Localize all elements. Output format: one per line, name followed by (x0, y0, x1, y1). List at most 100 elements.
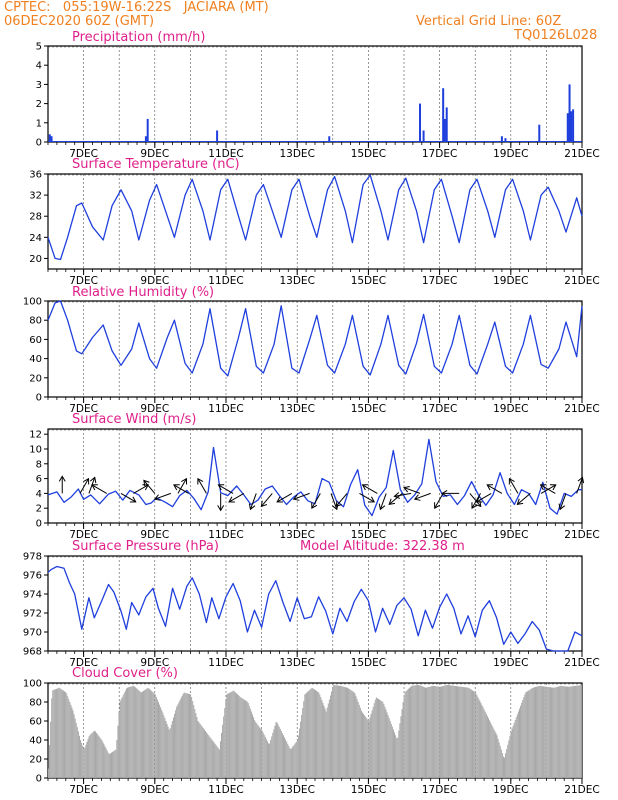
cloud-cover-bar (537, 686, 539, 778)
cloud-cover-bar (483, 709, 485, 778)
cloud-cover-bar (430, 686, 432, 778)
cloud-cover-bar (85, 744, 87, 778)
cloud-cover-bar (187, 693, 189, 778)
cloud-cover-bar (158, 702, 160, 778)
cloud-cover-bar (241, 697, 243, 778)
cloud-cover-bar (549, 687, 551, 778)
cloud-cover-bar (266, 741, 268, 778)
precipitation-ytick-label: 0 (36, 138, 42, 149)
cloud-cover-bar (179, 700, 181, 778)
cloud-cover-bar (66, 693, 68, 778)
cloud-cover-bar (78, 735, 80, 778)
wind-arrow (359, 492, 375, 503)
cloud-cover-bar (96, 732, 98, 778)
cloud-cover-bar (486, 716, 488, 778)
cloud-cover-bar (309, 689, 311, 778)
cloud-cover-bar (231, 691, 233, 778)
cloud-cover-bar (139, 691, 141, 778)
cloud-cover-bar (53, 689, 55, 778)
wind-arrowhead (173, 484, 180, 491)
wind-arrowhead (248, 503, 256, 511)
cloud-cover-bar (296, 740, 298, 778)
cloud-cover-bar (400, 716, 402, 778)
temperature-panel: 20 24 28 32 36 7DEC 9DEC 11DEC 13DEC 15DEC 17DEC 19… (29, 157, 599, 287)
cloud-cover-bar (276, 722, 278, 778)
cloud-cover-bar (320, 697, 322, 778)
cloud-cover-bar (577, 685, 579, 778)
precipitation-bar (144, 136, 147, 142)
cloud-cover-bar (162, 712, 164, 778)
cloud-cover-bar (420, 685, 422, 778)
cloud-cover-bar (567, 686, 569, 778)
wind-arrow (379, 493, 387, 510)
cloud-cover-bar (275, 722, 277, 778)
wind-arrowhead (83, 477, 90, 485)
cloud-cover-bar (250, 711, 252, 778)
wind-xtick-label: 7DEC (69, 529, 98, 541)
cloud-cover-bar (443, 685, 445, 778)
cloud-cover-bar (535, 686, 537, 778)
cloud-cover-bar (195, 713, 197, 778)
cloud-cover-bar (54, 689, 56, 778)
temperature-line (47, 174, 583, 261)
cloud-cover-bar (215, 745, 217, 778)
cloud-cover-bar (257, 724, 259, 778)
cloud-cover-bar (384, 706, 386, 778)
cloud-cover-bar (527, 690, 529, 778)
cloud-cover-bar (364, 715, 366, 778)
humidity-xtick-label: 19DEC (493, 403, 528, 415)
humidity-title: Relative Humidity (%) (72, 285, 214, 300)
cloud-cover-bar (90, 733, 92, 778)
cloud-cover-bar (528, 690, 530, 778)
cloud-cover-bar (355, 696, 357, 778)
cloud-cover-bar (62, 690, 64, 778)
cloud-cover-bar (156, 699, 158, 778)
cloud-cover-bar (478, 698, 480, 778)
cloud-cover-bar (360, 710, 362, 778)
cloud-cover-bar (49, 745, 51, 778)
wind-arrowhead (228, 496, 235, 503)
cloud-cover-bar (552, 687, 554, 778)
cloud-cover-bar (337, 685, 339, 778)
cloud-cover-bar (415, 685, 417, 778)
precipitation-frame (47, 45, 583, 143)
cloud-cover-bar (557, 686, 559, 778)
cloud-cover-bar (547, 686, 549, 778)
pressure-ytick-label: 974 (23, 590, 42, 601)
cloud-cover-bar (421, 686, 423, 778)
cloud-cover-ytick-label: 40 (29, 736, 42, 747)
cloud-cover-bar (328, 699, 330, 778)
wind-arrow (403, 487, 421, 494)
wind-arrowhead (153, 494, 161, 501)
cloud-cover-bar (175, 710, 177, 778)
wind-arrow (293, 492, 310, 500)
cloud-cover-bar (263, 734, 265, 778)
cloud-cover-bar (311, 687, 313, 778)
cloud-cover-bar (399, 723, 401, 778)
precipitation-bar (572, 109, 575, 142)
cloud-cover-bar (182, 693, 184, 778)
cloud-cover-bar (395, 735, 397, 778)
cloud-cover-bar (497, 738, 499, 778)
cloud-cover-bar (411, 685, 413, 778)
cloud-cover-bar (339, 685, 341, 778)
cloud-cover-bar (507, 744, 509, 778)
cloud-cover-bar (67, 696, 69, 778)
cloud-cover-bar (146, 688, 148, 778)
cloud-cover-bar (224, 708, 226, 778)
cloud-cover-bar (441, 686, 443, 778)
cloud-cover-bar (331, 691, 333, 778)
cloud-cover-bar (274, 725, 276, 778)
cloud-cover-bar (208, 735, 210, 778)
cloud-cover-bar (532, 687, 534, 778)
cloud-cover-bar (278, 726, 280, 778)
cloud-cover-bar (543, 686, 545, 778)
cloud-cover-bar (190, 694, 192, 778)
cloud-cover-bar (97, 734, 99, 778)
cloud-cover-bar (422, 686, 424, 778)
cloud-cover-bar (118, 711, 120, 778)
pressure-xtick-label: 7DEC (69, 657, 98, 669)
cloud-cover-bar (76, 727, 78, 778)
cloud-cover-bar (398, 730, 400, 778)
precipitation-ytick-label: 2 (36, 99, 42, 110)
